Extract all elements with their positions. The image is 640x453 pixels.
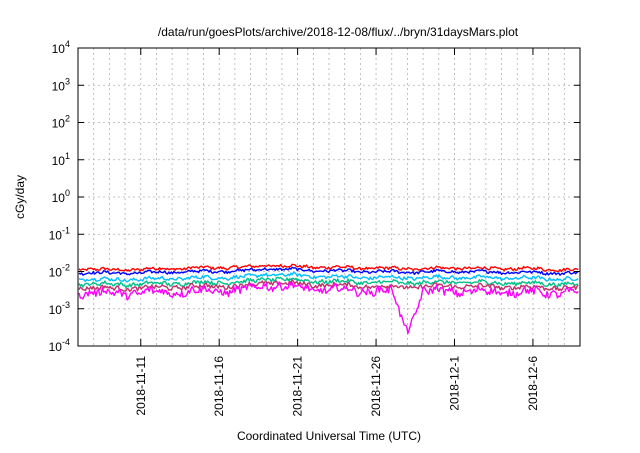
x-tick-label: 2018-11-21 [291, 356, 305, 417]
data-series [78, 263, 579, 335]
x-tick-label: 2018-11-16 [212, 356, 226, 417]
x-tick-label: 2018-12-1 [448, 356, 462, 411]
y-tick-label: 104 [52, 39, 70, 56]
series-line [78, 281, 579, 335]
y-tick-label: 10-1 [49, 225, 70, 242]
y-tick-label: 100 [52, 188, 70, 205]
x-tick-label: 2018-11-26 [369, 356, 383, 417]
y-tick-label: 101 [52, 151, 70, 168]
x-tick-label: 2018-12-6 [526, 356, 540, 411]
x-axis-ticks: 2018-11-11 2018-11-16 2018-11-21 2018-11-26… [134, 48, 540, 417]
x-axis-label: Coordinated Universal Time (UTC) [237, 429, 421, 443]
y-tick-label: 10-2 [49, 263, 70, 280]
y-tick-label: 102 [52, 114, 70, 131]
y-tick-label: 10-3 [49, 300, 70, 317]
x-tick-label: 2018-11-11 [134, 356, 148, 416]
y-axis-label: cGy/day [13, 175, 27, 219]
y-tick-label: 10-4 [49, 337, 70, 354]
chart-title: /data/run/goesPlots/archive/2018-12-08/f… [158, 25, 519, 39]
series-line [78, 266, 579, 276]
series-line [78, 263, 579, 273]
y-axis-ticks: 10-4 10-3 10-2 10-1 100 101 102 103 104 [49, 39, 580, 354]
gridlines [78, 48, 580, 346]
y-tick-label: 103 [52, 76, 70, 93]
series-line [78, 271, 579, 283]
